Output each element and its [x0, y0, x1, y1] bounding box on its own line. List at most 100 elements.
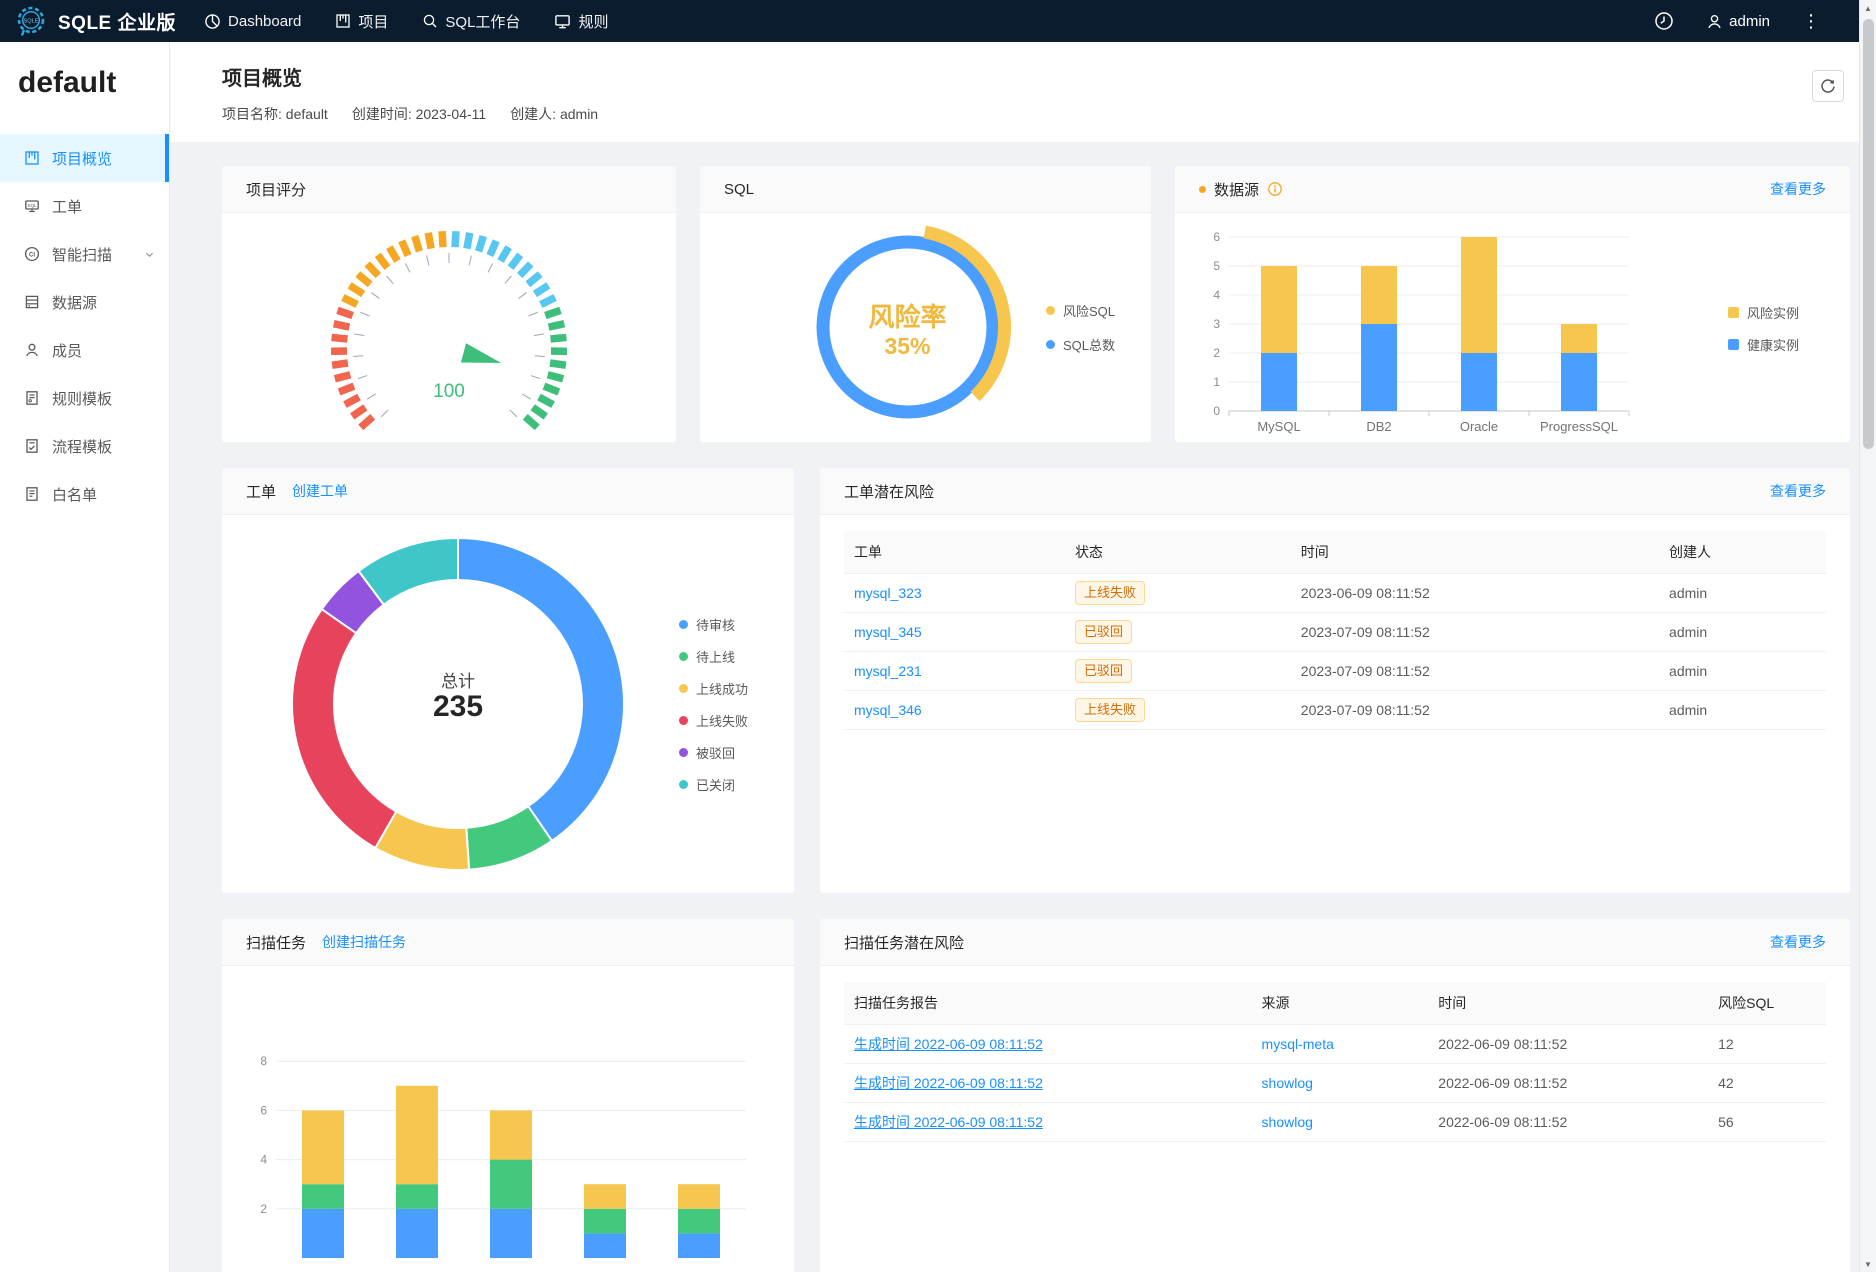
total-value: 235: [432, 690, 484, 723]
time-cell: 2023-06-09 08:11:52: [1290, 573, 1660, 613]
nav-item-project[interactable]: 项目: [335, 11, 388, 32]
nav-item-rules[interactable]: 规则: [554, 11, 608, 32]
workorder-donut-chart: 总计 235 待审核 待上线 上线成功 上线失败 被驳回 已关闭: [222, 515, 794, 893]
total-label: 总计: [441, 672, 475, 691]
legend-dot: [678, 683, 688, 693]
project-score-gauge: 100: [222, 213, 676, 442]
workorder-link[interactable]: mysql_231: [854, 662, 922, 679]
sidebar-item-overview[interactable]: 项目概览: [0, 134, 169, 182]
risk-count-cell: 56: [1708, 1102, 1826, 1142]
legend-label: 已关闭: [695, 777, 735, 793]
legend-dot: [678, 715, 688, 725]
gauge-value: 100: [433, 381, 465, 402]
column-header: 扫描任务报告: [844, 982, 1252, 1025]
svg-text:4: 4: [1213, 288, 1220, 302]
info-icon[interactable]: [1267, 181, 1283, 197]
scan-risk-table: 扫描任务报告 来源 时间 风险SQL 生成时间 2022-06-09 08:11…: [844, 982, 1826, 1142]
sql-risk-donut: 风险率 35% 风险SQL SQL总数: [700, 213, 1151, 442]
time-cell: 2023-07-09 08:11:52: [1290, 651, 1660, 691]
table-row: 生成时间 2022-06-09 08:11:52 mysql-meta 2022…: [844, 1024, 1826, 1064]
nav-item-sql-workbench[interactable]: SQL工作台: [422, 11, 520, 32]
table-row: mysql_231 已驳回 2023-07-09 08:11:52 admin: [844, 651, 1826, 691]
sidebar-item-smart-scan[interactable]: CI 智能扫描: [0, 230, 169, 278]
scrollbar-thumb[interactable]: [1862, 19, 1874, 449]
sidebar-item-flow-template[interactable]: 流程模板: [0, 422, 169, 470]
time-cell: 2022-06-09 08:11:52: [1428, 1063, 1709, 1103]
svg-text:2: 2: [260, 1202, 267, 1216]
page-header: 项目概览 项目名称: default 创建时间: 2023-04-11 创建人:…: [170, 42, 1876, 142]
sidebar-item-members[interactable]: 成员: [0, 326, 169, 374]
legend-label: 风险SQL: [1062, 304, 1115, 319]
overview-icon: [24, 150, 40, 166]
nav-item-label: SQL工作台: [445, 13, 521, 31]
status-badge: 上线失败: [1074, 580, 1145, 605]
project-name: default: [18, 66, 117, 99]
workorder-link[interactable]: mysql_346: [854, 701, 922, 718]
sidebar-item-rule-template[interactable]: 规则模板: [0, 374, 169, 422]
user-menu[interactable]: admin: [1706, 13, 1770, 30]
card-scan-risk: 扫描任务潜在风险 查看更多 扫描任务报告 来源 时间 风险SQL: [820, 919, 1850, 1272]
card-sql: SQL 风险率 35% 风险SQL SQL总数: [700, 166, 1151, 442]
svg-text:4: 4: [260, 1153, 267, 1167]
scan-source-link[interactable]: showlog: [1261, 1113, 1313, 1130]
card-title: 数据源: [1214, 181, 1260, 199]
svg-text:DB2: DB2: [1366, 419, 1391, 434]
sidebar-item-label: 工单: [52, 198, 83, 216]
column-header: 时间: [1428, 982, 1709, 1025]
scroll-up-button[interactable]: ▲: [1864, 3, 1872, 13]
vertical-scrollbar: ▲ ▼: [1859, 0, 1876, 1272]
scan-report-link[interactable]: 生成时间 2022-06-09 08:11:52: [854, 1113, 1043, 1130]
rule-template-icon: [24, 390, 40, 406]
scan-source-link[interactable]: mysql-meta: [1261, 1035, 1334, 1052]
orange-dot-icon: [1199, 185, 1206, 193]
table-row: mysql_323 上线失败 2023-06-09 08:11:52 admin: [844, 573, 1826, 613]
sidebar-item-label: 成员: [52, 342, 83, 360]
sqle-logo-icon: SQLE: [14, 4, 48, 38]
legend-label: 待审核: [695, 617, 735, 633]
time-cell: 2022-06-09 08:11:52: [1428, 1102, 1709, 1142]
nav-item-dashboard[interactable]: Dashboard: [204, 13, 301, 30]
chevron-down-icon: [144, 249, 155, 260]
create-workorder-link[interactable]: 创建工单: [292, 483, 349, 499]
workorder-link[interactable]: mysql_345: [854, 623, 922, 640]
monitor-icon: [554, 13, 571, 30]
status-badge: 上线失败: [1074, 697, 1145, 722]
create-scan-task-link[interactable]: 创建扫描任务: [322, 934, 407, 950]
risk-rate-label: 风险率: [868, 302, 947, 332]
database-icon: [24, 294, 40, 310]
legend-label: 健康实例: [1747, 337, 1800, 353]
sidebar-item-workorder[interactable]: SQL 工单: [0, 182, 169, 230]
sidebar-item-whitelist[interactable]: 白名单: [0, 470, 169, 518]
more-menu-icon[interactable]: ⋮: [1802, 11, 1820, 31]
legend-label: 待上线: [695, 649, 735, 665]
column-header: 时间: [1290, 531, 1660, 574]
scroll-down-button[interactable]: ▼: [1864, 1259, 1872, 1269]
search-icon: [422, 13, 438, 29]
risk-rate-value: 35%: [884, 333, 931, 359]
person-icon: [24, 342, 40, 358]
clock-icon[interactable]: [1654, 11, 1674, 31]
risk-count-cell: 42: [1708, 1063, 1826, 1103]
scan-risk-more-link[interactable]: 查看更多: [1770, 934, 1826, 950]
sidebar-item-datasource[interactable]: 数据源: [0, 278, 169, 326]
svg-text:Oracle: Oracle: [1460, 419, 1498, 434]
datasource-more-link[interactable]: 查看更多: [1770, 181, 1826, 197]
card-workorder-risk: 工单潜在风险 查看更多 工单 状态 时间 创建人: [820, 468, 1850, 893]
page-title: 项目概览: [222, 68, 302, 90]
scan-report-link[interactable]: 生成时间 2022-06-09 08:11:52: [854, 1074, 1043, 1091]
refresh-button[interactable]: [1812, 70, 1844, 102]
legend-dot: [678, 619, 688, 629]
svg-text:3: 3: [1213, 317, 1220, 331]
creator-cell: admin: [1659, 651, 1826, 691]
creator-cell: admin: [1659, 612, 1826, 652]
column-header: 创建人: [1659, 531, 1826, 574]
workorder-link[interactable]: mysql_323: [854, 584, 922, 601]
top-navbar: SQLE SQLE 企业版 Dashboard 项目 SQL工作台 规则: [0, 0, 1876, 42]
datasource-bar-chart: 0 1 2 3 4 5 6 MySQL DB2 Oracle ProgressSQL 风险实例 健康…: [1175, 213, 1850, 442]
scan-report-link[interactable]: 生成时间 2022-06-09 08:11:52: [854, 1035, 1043, 1052]
workorder-risk-more-link[interactable]: 查看更多: [1770, 483, 1826, 499]
scan-source-link[interactable]: showlog: [1261, 1074, 1313, 1091]
card-title: 扫描任务潜在风险: [844, 934, 965, 952]
legend-label: 风险实例: [1747, 305, 1800, 321]
legend-label: 上线失败: [695, 713, 748, 729]
